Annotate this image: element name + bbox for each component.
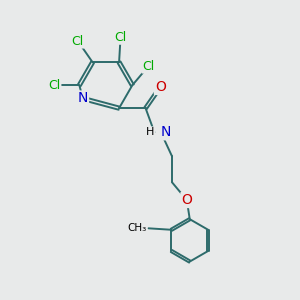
Text: N: N [161,125,171,139]
Text: Cl: Cl [72,34,84,48]
Text: O: O [182,193,192,207]
Text: O: O [155,80,166,94]
Text: CH₃: CH₃ [128,223,147,233]
Text: Cl: Cl [142,60,155,73]
Text: Cl: Cl [48,79,60,92]
Text: Cl: Cl [114,31,127,44]
Text: H: H [146,127,154,137]
Text: N: N [78,92,88,106]
